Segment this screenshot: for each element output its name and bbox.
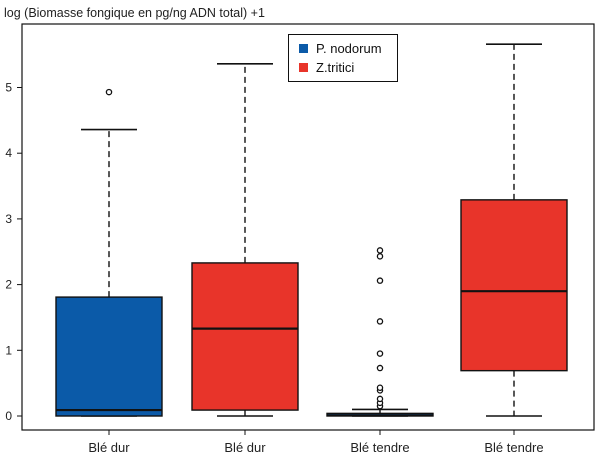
legend-item-p-nodorum: P. nodorum <box>299 41 382 56</box>
outlier-point <box>376 277 384 284</box>
box <box>191 262 299 411</box>
outlier-point <box>376 253 384 260</box>
x-tick-label: Blé dur <box>88 440 130 455</box>
y-tick-label: 0 <box>5 409 12 423</box>
outlier-point <box>376 247 384 254</box>
y-tick-label: 4 <box>5 146 12 160</box>
y-axis-label: log (Biomasse fongique en pg/ng ADN tota… <box>4 6 265 20</box>
y-tick-label: 5 <box>5 81 12 95</box>
y-tick-label: 3 <box>5 212 12 226</box>
y-tick-label: 2 <box>5 278 12 292</box>
legend-label-p-nodorum: P. nodorum <box>316 41 382 56</box>
x-tick-label: Blé tendre <box>484 440 543 455</box>
outlier-point <box>376 395 384 403</box>
y-tick-label: 1 <box>5 343 12 357</box>
legend-swatch-p-nodorum <box>299 44 308 53</box>
outlier-point <box>376 318 384 325</box>
legend-swatch-z-tritici <box>299 63 308 72</box>
legend-label-z-tritici: Z.tritici <box>316 60 355 75</box>
outlier-point <box>376 384 384 391</box>
box <box>55 296 163 417</box>
x-tick-label: Blé tendre <box>350 440 409 455</box>
legend-item-z-tritici: Z.tritici <box>299 60 354 75</box>
plot-frame <box>21 23 595 431</box>
legend: P. nodorum Z.tritici <box>288 34 398 82</box>
outlier-point <box>376 350 384 357</box>
x-tick-label: Blé dur <box>224 440 266 455</box>
outlier-point <box>376 364 384 372</box>
outlier-point <box>105 88 113 96</box>
box <box>460 199 568 372</box>
